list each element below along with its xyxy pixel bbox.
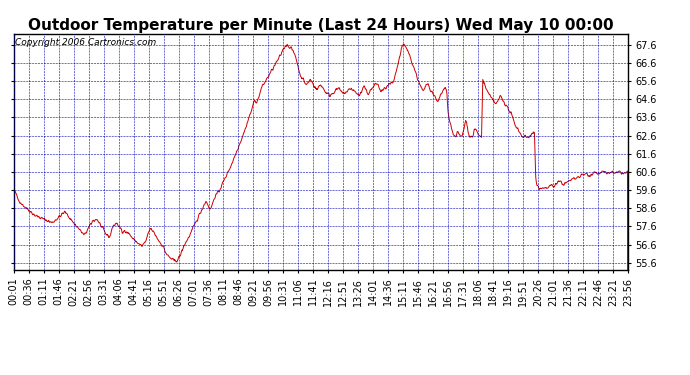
Text: Copyright 2006 Cartronics.com: Copyright 2006 Cartronics.com	[15, 39, 156, 48]
Title: Outdoor Temperature per Minute (Last 24 Hours) Wed May 10 00:00: Outdoor Temperature per Minute (Last 24 …	[28, 18, 613, 33]
